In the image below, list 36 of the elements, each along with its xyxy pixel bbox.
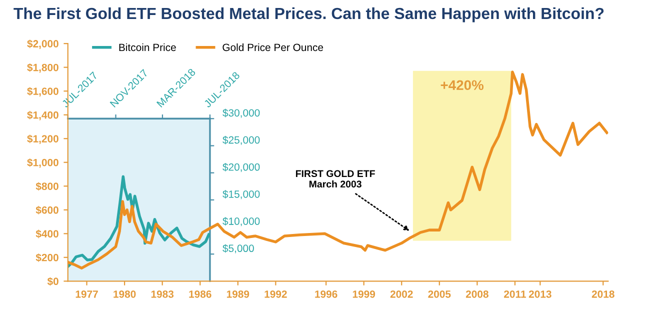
x-tick-label: 2005: [428, 290, 451, 298]
x-tick-label: 2018: [592, 290, 614, 298]
x-tick-label: 1983: [151, 290, 174, 298]
band-label: +420%: [440, 80, 484, 90]
y-tick-label: $30,000: [222, 108, 260, 118]
x-tick-label: 1977: [76, 290, 98, 298]
y-tick-label: $1,000: [27, 158, 58, 168]
y-tick-label: $0: [47, 277, 58, 286]
y-tick-label: $10,000: [222, 217, 260, 226]
x-tick-label: 1989: [226, 290, 250, 298]
x-tick-label: 1996: [315, 290, 338, 298]
y-tick-label: $25,000: [222, 136, 260, 145]
y-tick-label: $20,000: [222, 162, 260, 172]
y-tick-label: $600: [36, 206, 58, 214]
y-tick-label: $200: [36, 253, 58, 262]
x-tick-label: 2008: [466, 290, 488, 298]
x-tick-label: 2002: [390, 290, 413, 298]
y-tick-label: $400: [36, 230, 58, 238]
x-tick-label: 1992: [264, 290, 287, 298]
y-tick-label: $2,000: [27, 40, 58, 49]
y-tick-label: $1,200: [27, 134, 58, 144]
x-tick-label: 1999: [352, 290, 376, 298]
y-tick-label: $5,000: [222, 244, 254, 254]
legend-label: Bitcoin Price: [119, 43, 176, 52]
x-tick-label: 2013: [528, 290, 552, 298]
x-tick-label: 2011: [504, 290, 526, 298]
y-tick-label: $1,600: [27, 87, 58, 96]
annotation: FIRST GOLD ETF March 2003: [296, 170, 375, 188]
x-tick-label: 1980: [114, 290, 136, 298]
y-tick-label: $800: [36, 182, 58, 191]
y-tick-label: $15,000: [222, 190, 260, 200]
y-tick-label: $1,800: [27, 63, 58, 73]
y-tick-label: $1,400: [27, 110, 58, 120]
legend-label: Gold Price Per Ounce: [222, 43, 324, 52]
x-tick-label: 1986: [189, 290, 212, 298]
chart-title: The First Gold ETF Boosted Metal Prices. Can the Same Happen with Bitcoin?: [14, 7, 604, 22]
